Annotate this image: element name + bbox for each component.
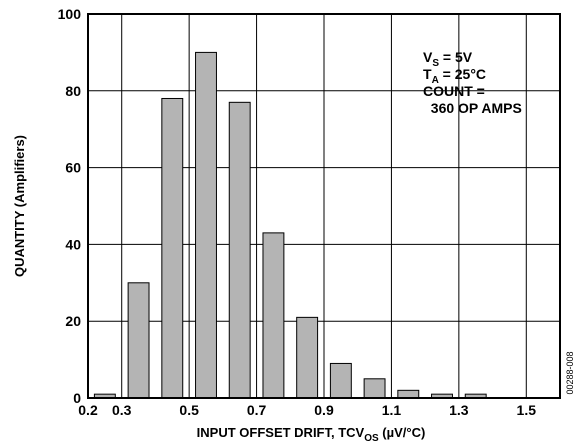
x-axis-label-main: INPUT OFFSET DRIFT, TCV — [197, 425, 365, 440]
annotation-line-1: TA = 25°C — [423, 66, 486, 86]
annotation-text: V — [423, 49, 433, 65]
x-tick-label-3: 0.7 — [247, 402, 267, 418]
bar-3 — [195, 51, 217, 399]
y-tick-label-4: 80 — [65, 83, 81, 99]
x-axis-ticks: 0.2 0.3 0.5 0.7 0.9 1.1 1.3 1.5 — [78, 402, 536, 418]
annotation-value: = 5V — [439, 49, 473, 65]
x-tick-label-2: 0.5 — [179, 402, 199, 418]
annotation-subscript: S — [432, 58, 439, 69]
bars-group — [93, 51, 487, 399]
x-tick-label-5: 1.1 — [382, 402, 402, 418]
y-axis-ticks: 0 20 40 60 80 100 — [58, 6, 82, 406]
x-tick-label-6: 1.3 — [449, 402, 469, 418]
x-axis-label-unit: (µV/°C) — [379, 425, 426, 440]
y-tick-label-1: 20 — [65, 313, 81, 329]
bar-2 — [161, 97, 184, 399]
grid-lines — [87, 13, 560, 399]
x-axis-label: INPUT OFFSET DRIFT, TCVOS (µV/°C) — [197, 425, 426, 444]
annotation-line-2: COUNT = — [423, 83, 485, 99]
annotation-text: COUNT = — [423, 83, 485, 99]
annotation-text: 360 OP AMPS — [423, 100, 522, 116]
annotation-line-0: VS = 5V — [423, 49, 473, 69]
figure-code: 00288-008 — [565, 351, 575, 394]
bar-6 — [296, 316, 319, 399]
y-tick-label-2: 40 — [65, 236, 81, 252]
x-tick-label-1: 0.3 — [112, 402, 132, 418]
annotation-line-3: 360 OP AMPS — [423, 100, 522, 116]
y-axis-label: QUANTITY (Amplifiers) — [12, 135, 27, 277]
annotation-subscript: A — [432, 75, 439, 86]
bar-8 — [363, 378, 386, 399]
y-tick-label-0: 0 — [73, 390, 81, 406]
annotation-value: = 25°C — [439, 66, 486, 82]
x-tick-label-7: 1.5 — [517, 402, 537, 418]
x-tick-label-4: 0.9 — [314, 402, 334, 418]
x-tick-label-0: 0.2 — [78, 402, 98, 418]
bar-4 — [228, 101, 251, 399]
plot-frame — [87, 13, 561, 399]
bar-7 — [329, 362, 352, 399]
annotation-text: T — [423, 66, 432, 82]
bar-5 — [262, 232, 285, 399]
x-axis-label-subscript: OS — [364, 433, 379, 444]
y-tick-label-3: 60 — [65, 160, 81, 176]
y-tick-label-5: 100 — [58, 6, 82, 22]
bar-9 — [397, 389, 420, 399]
bar-1 — [127, 282, 150, 399]
